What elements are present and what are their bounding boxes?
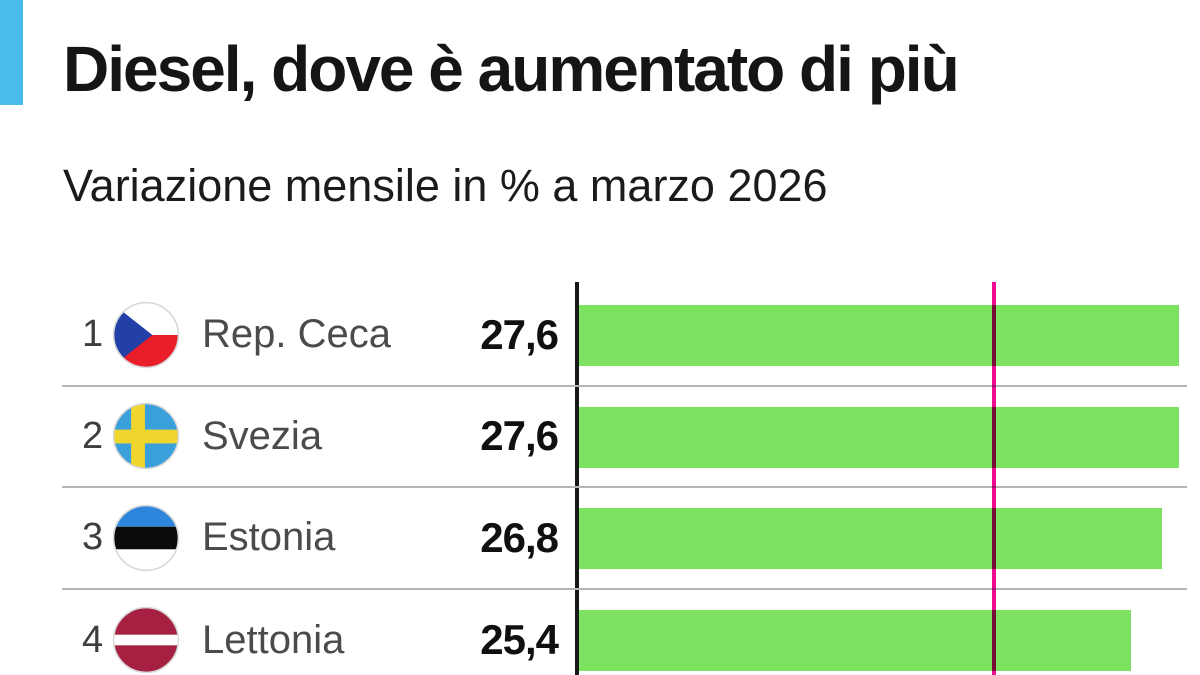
country-label: Lettonia bbox=[202, 617, 345, 662]
sweden-flag-icon bbox=[112, 402, 180, 470]
chart-row: 2 Svezia 27,6 bbox=[62, 387, 1187, 488]
row-label-group: 2 Svezia 27,6 bbox=[62, 402, 577, 470]
bar bbox=[579, 508, 1162, 569]
rank-label: 2 bbox=[82, 414, 104, 457]
estonia-flag-icon bbox=[112, 504, 180, 572]
row-label-group: 4 Lettonia 25,4 bbox=[62, 606, 577, 674]
page-subtitle: Variazione mensile in % a marzo 2026 bbox=[63, 160, 828, 211]
accent-bar bbox=[0, 0, 23, 105]
page-title: Diesel, dove è aumentato di più bbox=[63, 33, 960, 105]
rank-label: 1 bbox=[82, 313, 104, 356]
bar-chart: 1 Rep. Ceca 27,6 bbox=[62, 285, 1187, 675]
value-label: 25,4 bbox=[480, 616, 559, 664]
bar bbox=[579, 609, 1131, 671]
country-label: Svezia bbox=[202, 413, 323, 458]
axis-line bbox=[575, 282, 579, 675]
value-label: 26,8 bbox=[480, 513, 559, 561]
rank-label: 3 bbox=[82, 516, 104, 559]
latvia-flag-icon bbox=[112, 606, 180, 674]
chart-row: 4 Lettonia 25,4 bbox=[62, 590, 1187, 675]
rank-label: 4 bbox=[82, 618, 104, 661]
reference-line bbox=[992, 282, 996, 675]
country-label: Rep. Ceca bbox=[202, 312, 391, 357]
bar bbox=[579, 305, 1179, 366]
country-label: Estonia bbox=[202, 515, 336, 560]
chart-row: 1 Rep. Ceca 27,6 bbox=[62, 285, 1187, 387]
row-label-group: 3 Estonia 26,8 bbox=[62, 504, 577, 572]
value-label: 27,6 bbox=[480, 310, 559, 358]
bar bbox=[579, 406, 1179, 468]
row-label-group: 1 Rep. Ceca 27,6 bbox=[62, 301, 577, 369]
chart-row: 3 Estonia 26,8 bbox=[62, 488, 1187, 590]
value-label: 27,6 bbox=[480, 412, 559, 460]
czech-republic-flag-icon bbox=[112, 301, 180, 369]
